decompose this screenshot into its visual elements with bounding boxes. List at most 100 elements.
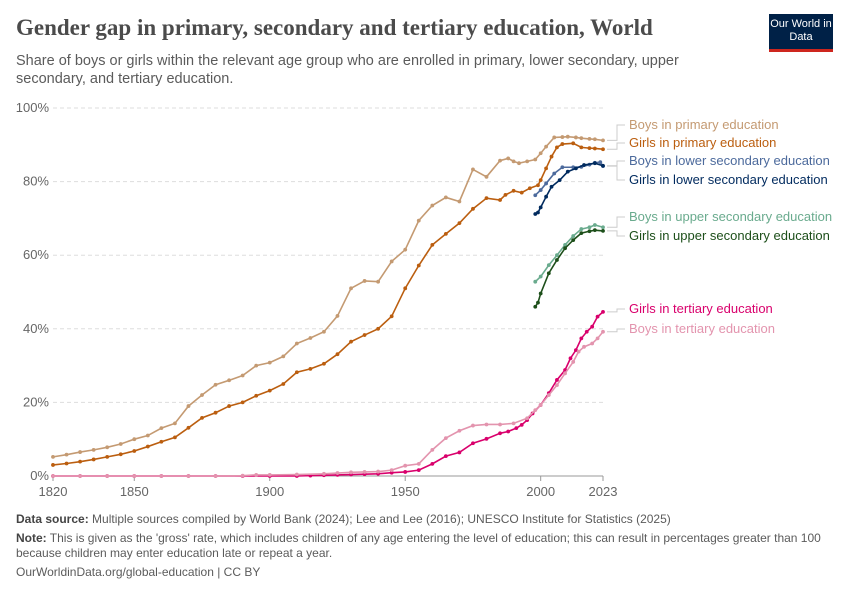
data-point	[78, 459, 82, 464]
x-tick-label: 1900	[255, 484, 284, 499]
data-point	[587, 137, 592, 141]
data-point	[511, 159, 516, 164]
data-point	[105, 474, 110, 478]
data-point	[579, 336, 584, 341]
data-point	[546, 271, 551, 276]
data-point	[240, 400, 245, 405]
data-point	[557, 178, 562, 183]
data-point	[457, 221, 462, 226]
data-point	[538, 205, 543, 210]
data-point	[471, 423, 475, 428]
data-point	[416, 461, 421, 466]
data-point	[403, 286, 408, 291]
legend-label: Boys in primary education	[629, 117, 779, 132]
data-point	[376, 326, 381, 331]
data-point	[322, 329, 326, 334]
series-girls-in-primary-education: Girls in primary education	[51, 135, 776, 467]
note-text: This is given as the 'gross' rate, which…	[16, 531, 821, 560]
data-point	[78, 450, 82, 454]
data-point	[457, 450, 462, 455]
note-label: Note:	[16, 531, 47, 545]
legend-label: Girls in primary education	[629, 135, 776, 150]
legend-connector	[607, 308, 625, 313]
data-point	[544, 181, 549, 186]
data-point	[519, 422, 524, 427]
data-point	[601, 225, 605, 230]
data-point	[91, 457, 96, 462]
data-point	[592, 137, 597, 142]
data-point	[533, 304, 538, 309]
data-point	[443, 454, 448, 459]
data-point	[574, 135, 578, 140]
data-point	[538, 291, 543, 296]
data-point	[213, 410, 218, 415]
data-point	[416, 468, 421, 473]
data-point	[536, 210, 540, 215]
footer-url[interactable]: OurWorldinData.org/global-education | CC…	[16, 565, 261, 579]
data-point	[560, 142, 565, 146]
data-point	[555, 145, 559, 150]
data-point	[525, 416, 530, 421]
data-point	[555, 383, 559, 388]
data-point	[484, 174, 489, 179]
data-point	[546, 263, 551, 268]
data-point	[51, 463, 55, 467]
data-point	[105, 445, 110, 450]
data-point	[145, 444, 150, 449]
data-point	[159, 474, 164, 478]
series-line	[53, 331, 604, 477]
data-point	[498, 431, 502, 436]
data-point	[546, 393, 551, 397]
series-boys-in-upper-secondary-education: Boys in upper secondary education	[533, 209, 832, 284]
data-point	[349, 470, 353, 475]
y-tick-label: 20%	[23, 394, 49, 409]
data-point	[538, 151, 543, 156]
data-point	[227, 378, 232, 383]
x-tick-label: 2000	[526, 484, 555, 499]
data-point	[579, 227, 584, 231]
data-point	[538, 178, 543, 183]
data-point	[574, 166, 578, 171]
data-point	[536, 183, 540, 188]
data-point	[533, 408, 538, 413]
legend-label: Boys in lower secondary education	[629, 153, 830, 168]
data-point	[592, 146, 597, 151]
legend-label: Boys in upper secondary education	[629, 209, 832, 224]
data-point	[533, 193, 538, 198]
data-point	[335, 471, 340, 475]
data-point	[568, 356, 573, 361]
data-point	[213, 474, 218, 478]
legend-connector	[607, 142, 625, 150]
x-tick-label: 1950	[391, 484, 420, 499]
data-point	[590, 324, 595, 329]
data-point	[403, 470, 408, 474]
data-point	[601, 147, 605, 152]
data-point	[64, 461, 69, 466]
data-point	[511, 188, 516, 193]
data-point	[430, 203, 435, 208]
owid-logo[interactable]: Our World in Data	[769, 14, 833, 52]
data-point	[471, 441, 475, 446]
data-point	[362, 333, 367, 337]
data-point	[587, 225, 592, 230]
data-point	[294, 341, 299, 346]
data-point	[376, 469, 381, 474]
legend-label: Girls in lower secondary education	[629, 172, 828, 187]
data-point	[64, 452, 69, 457]
legend-connector	[607, 165, 625, 181]
data-point	[552, 135, 557, 140]
note: Note: This is given as the 'gross' rate,…	[16, 531, 836, 561]
data-point	[457, 428, 462, 433]
data-point	[322, 471, 326, 476]
series-line	[534, 224, 604, 283]
data-point	[601, 229, 605, 233]
data-point	[308, 367, 313, 371]
data-point	[159, 439, 164, 444]
data-point	[200, 415, 204, 420]
data-point	[132, 437, 137, 442]
data-point	[565, 134, 570, 139]
data-point	[105, 454, 110, 459]
data-point	[592, 161, 597, 166]
